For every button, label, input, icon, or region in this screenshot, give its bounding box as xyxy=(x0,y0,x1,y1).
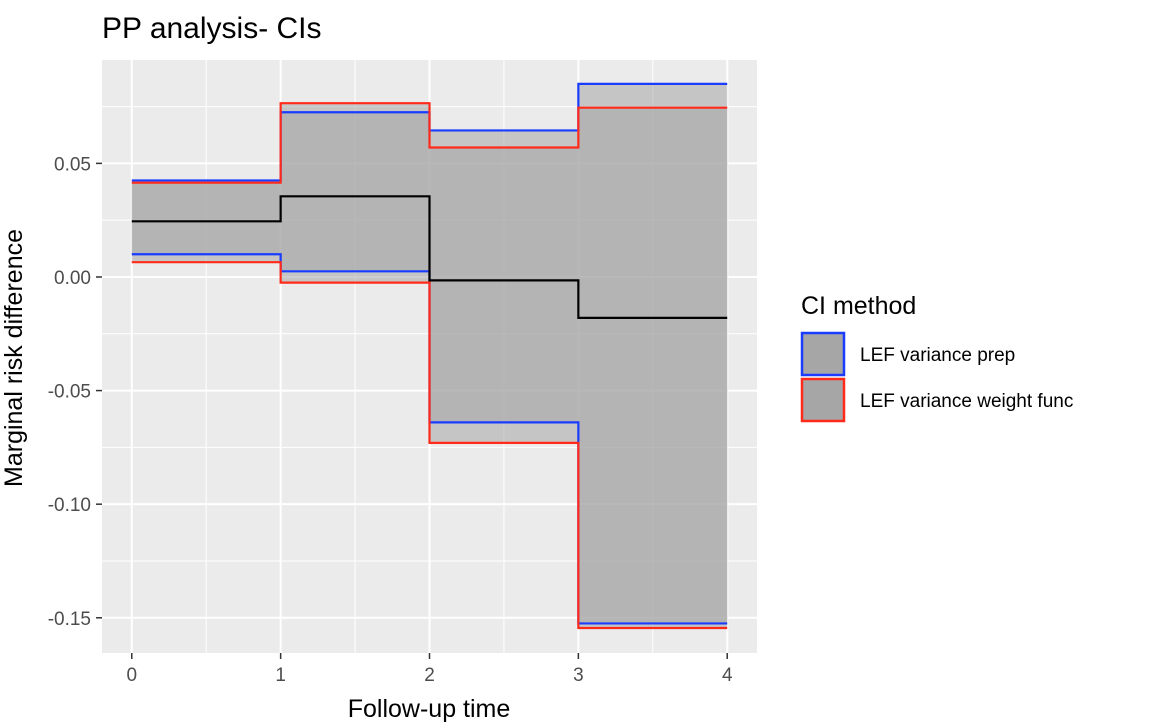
ci-lower-line-2 xyxy=(131,261,728,630)
chart-title: PP analysis- CIs xyxy=(102,12,322,45)
ci-lines xyxy=(131,82,728,630)
x-tick-label: 1 xyxy=(275,665,286,686)
y-tick-label: -0.15 xyxy=(48,609,91,630)
legend-key-2 xyxy=(800,377,846,423)
legend: CI method LEF variance prep LEF variance … xyxy=(800,292,1073,423)
legend-key-1 xyxy=(800,331,846,377)
x-tick-label: 0 xyxy=(126,665,137,686)
x-tick-label: 4 xyxy=(722,665,733,686)
x-axis: 0 1 2 3 4 xyxy=(126,653,733,686)
y-axis: 0.05 0.00 -0.05 -0.10 -0.15 xyxy=(48,154,102,630)
y-axis-title: Marginal risk difference xyxy=(0,229,28,487)
legend-label-2: LEF variance weight func xyxy=(860,391,1073,412)
ci-upper-line-2 xyxy=(131,102,728,184)
y-tick-label: -0.10 xyxy=(48,495,91,516)
legend-title: CI method xyxy=(801,292,916,320)
legend-label-1: LEF variance prep xyxy=(860,345,1015,366)
x-tick-label: 2 xyxy=(424,665,435,686)
estimate-line xyxy=(131,195,728,319)
y-tick-label: 0.05 xyxy=(54,154,91,175)
y-tick-label: -0.05 xyxy=(48,382,91,403)
x-tick-label: 3 xyxy=(573,665,584,686)
y-tick-label: 0.00 xyxy=(54,268,91,289)
x-axis-title: Follow-up time xyxy=(348,695,511,723)
